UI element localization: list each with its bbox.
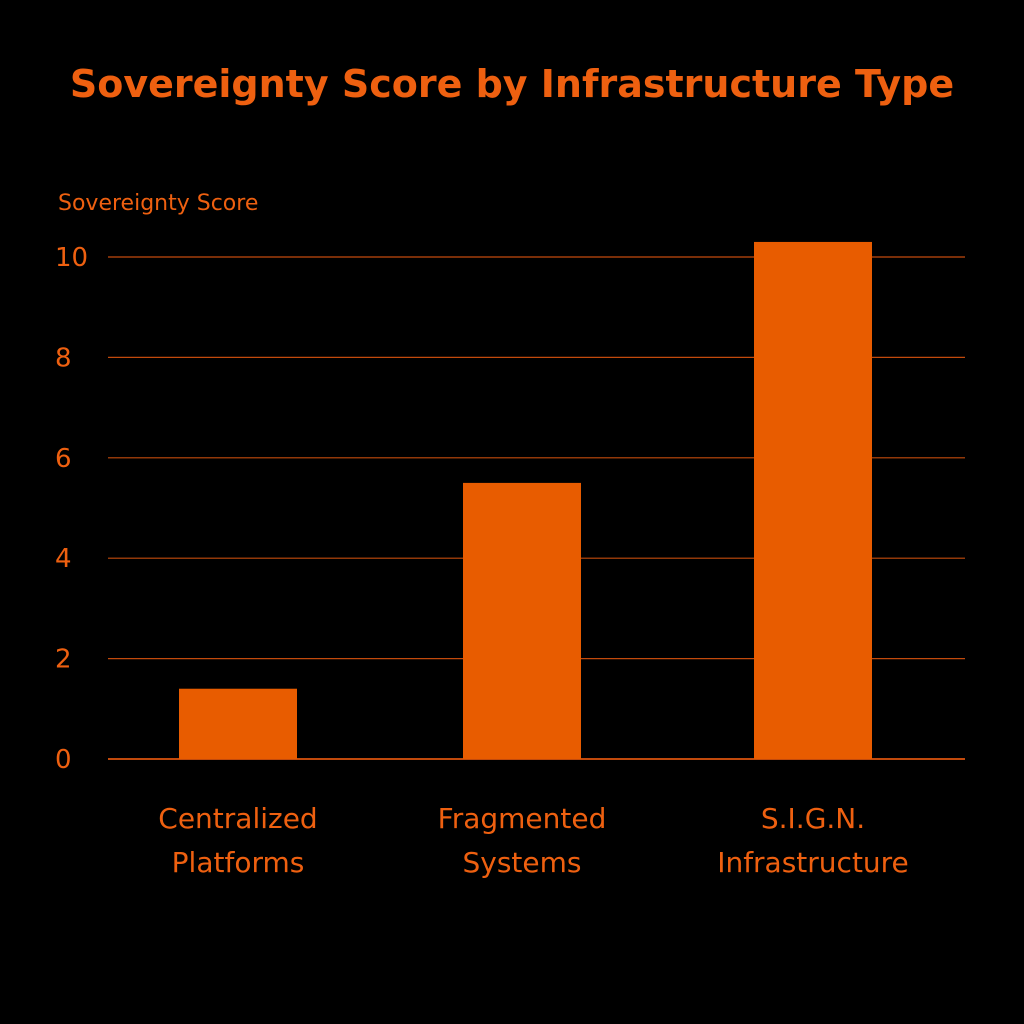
x-tick-label: Fragmented Systems — [438, 802, 607, 879]
x-tick-label-line: Centralized — [158, 802, 317, 835]
x-tick-label-line: Fragmented — [438, 802, 607, 835]
y-tick-label: 10 — [55, 243, 88, 273]
bar — [754, 241, 872, 759]
y-tick-label: 4 — [55, 544, 72, 574]
y-tick-label: 6 — [55, 444, 72, 474]
y-tick-label: 8 — [55, 343, 72, 373]
bar — [179, 688, 297, 759]
x-tick-label-line: Platforms — [172, 846, 305, 879]
bar — [463, 482, 581, 759]
x-tick-label-line: S.I.G.N. — [761, 802, 865, 835]
y-axis-label: Sovereignty Score — [58, 191, 258, 216]
x-tick-label-line: Systems — [463, 846, 582, 879]
x-tick-label: Centralized Platforms — [158, 802, 317, 879]
chart-title: Sovereignty Score by Infrastructure Type — [69, 62, 955, 106]
x-tick-label-line: Infrastructure — [717, 846, 909, 879]
y-tick-label: 0 — [55, 745, 72, 775]
y-tick-label: 2 — [55, 645, 72, 675]
x-tick-label: S.I.G.N. Infrastructure — [717, 802, 909, 879]
